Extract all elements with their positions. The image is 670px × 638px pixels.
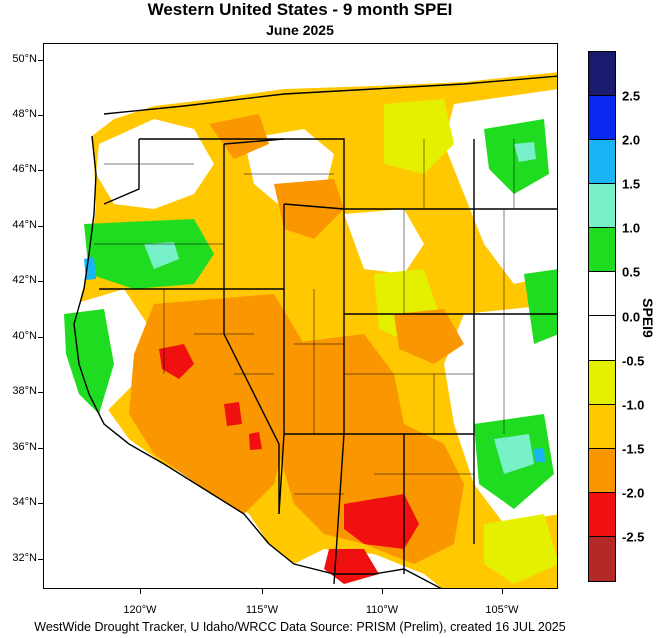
lat-label: 50°N <box>12 53 37 65</box>
legend-label: -2.0 <box>622 485 645 501</box>
coastline <box>73 135 270 545</box>
legend-label: -2.5 <box>622 529 645 545</box>
legend-label: 1.5 <box>622 176 641 192</box>
lon-label: 115°W <box>245 604 279 616</box>
lon-label: 120°W <box>123 604 157 616</box>
legend-label: 1.0 <box>622 220 641 236</box>
very-wet-areas <box>144 142 536 474</box>
legend-swatch <box>589 404 615 449</box>
legend-swatch <box>589 492 615 537</box>
legend-label: 2.0 <box>622 132 641 148</box>
lat-tick <box>38 448 43 449</box>
lat-label: 36°N <box>12 441 37 453</box>
legend-swatch <box>589 184 615 229</box>
legend-swatch <box>589 316 615 361</box>
lat-label: 40°N <box>12 330 37 342</box>
legend-swatch <box>589 536 615 581</box>
lat-tick <box>38 60 43 61</box>
lat-tick <box>38 115 43 116</box>
lat-tick <box>38 226 43 227</box>
lat-label: 34°N <box>12 496 37 508</box>
lon-tick <box>382 589 383 594</box>
legend-label: 0.5 <box>622 264 641 280</box>
extreme-dry-areas <box>159 344 419 584</box>
lon-tick <box>140 589 141 594</box>
legend-colorbar <box>588 51 616 582</box>
lat-label: 38°N <box>12 385 37 397</box>
lon-label: 105°W <box>485 604 519 616</box>
legend-swatch <box>589 52 615 97</box>
map-subtitle: June 2025 <box>266 22 334 38</box>
legend-label: -0.5 <box>622 353 645 369</box>
legend-swatch <box>589 228 615 273</box>
legend-label: -1.0 <box>622 397 645 413</box>
lat-label: 42°N <box>12 274 37 286</box>
county-borders <box>94 139 515 495</box>
lat-tick <box>38 392 43 393</box>
map-title: Western United States - 9 month SPEI <box>147 0 453 19</box>
state-borders <box>99 138 557 585</box>
lon-label: 110°W <box>365 604 399 616</box>
legend-swatch <box>589 448 615 493</box>
footer-credit: WestWide Drought Tracker, U Idaho/WRCC D… <box>34 620 566 634</box>
lat-label: 32°N <box>12 552 37 564</box>
lat-tick <box>38 503 43 504</box>
lon-tick <box>262 589 263 594</box>
map-canvas <box>44 44 557 588</box>
legend-swatch <box>589 360 615 405</box>
extremely-wet-areas <box>84 257 545 462</box>
lat-label: 48°N <box>12 108 37 120</box>
legend-swatch <box>589 140 615 185</box>
international-border <box>103 75 557 115</box>
lat-tick <box>38 337 43 338</box>
lon-tick <box>502 589 503 594</box>
spei-map <box>43 43 558 589</box>
legend-label: -1.5 <box>622 441 645 457</box>
legend-label: 0.0 <box>622 309 641 324</box>
legend-label: 2.5 <box>622 88 641 104</box>
lat-tick <box>38 281 43 282</box>
lat-label: 44°N <box>12 219 37 231</box>
lat-tick <box>38 170 43 171</box>
legend-swatch <box>589 96 615 141</box>
mexico-border <box>268 543 442 588</box>
legend-swatch <box>589 272 615 317</box>
lat-label: 46°N <box>12 163 37 175</box>
lat-tick <box>38 559 43 560</box>
legend-title: SPEI9 <box>640 298 656 338</box>
